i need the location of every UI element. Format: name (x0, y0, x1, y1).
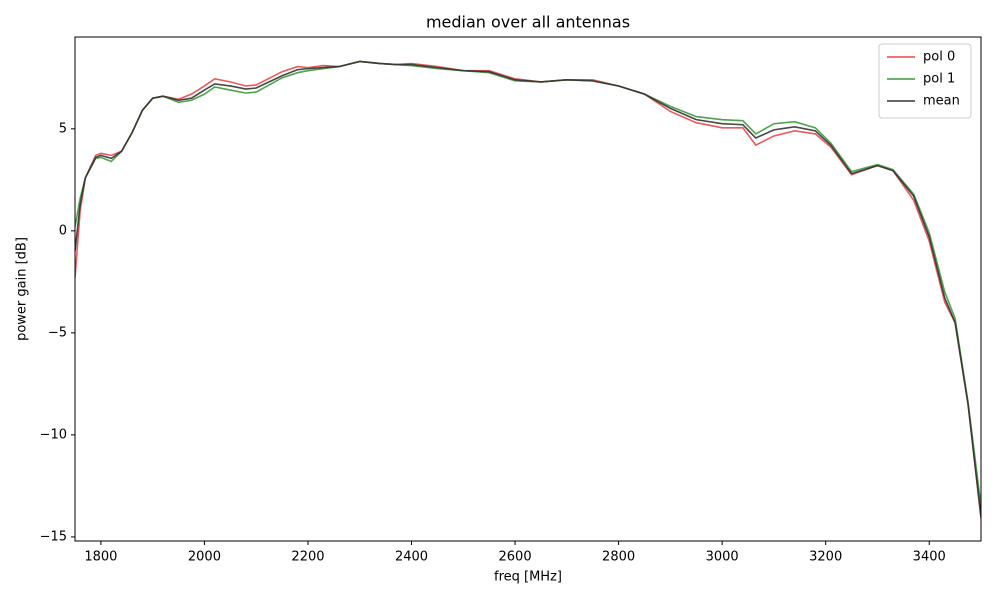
x-tick-label: 3200 (809, 550, 842, 565)
y-tick-label: 0 (59, 223, 67, 238)
x-axis-label: freq [MHz] (494, 570, 562, 585)
legend-label: mean (923, 94, 960, 109)
legend-label: pol 1 (923, 72, 955, 87)
x-tick-label: 2800 (602, 550, 635, 565)
y-tick-label: −10 (40, 427, 67, 442)
y-tick-label: −5 (48, 325, 67, 340)
plot-frame (74, 36, 982, 542)
x-tick-label: 2600 (499, 550, 532, 565)
series-line (75, 60, 981, 507)
y-tick-label: 5 (59, 121, 67, 136)
x-tick-label: 2000 (188, 550, 221, 565)
y-axis-label: power gain [dB] (15, 237, 30, 341)
x-tick-label: 2200 (291, 550, 324, 565)
x-tick-label: 1800 (84, 550, 117, 565)
x-tick-label: 2400 (395, 550, 428, 565)
legend-label: pol 0 (923, 50, 955, 65)
legend-box (878, 43, 972, 119)
chart-title: median over all antennas (426, 13, 630, 32)
x-tick-label: 3000 (706, 550, 739, 565)
x-tick-label: 3400 (913, 550, 946, 565)
y-tick-label: −15 (40, 529, 67, 544)
series-line (75, 60, 981, 519)
series-line (75, 60, 981, 517)
